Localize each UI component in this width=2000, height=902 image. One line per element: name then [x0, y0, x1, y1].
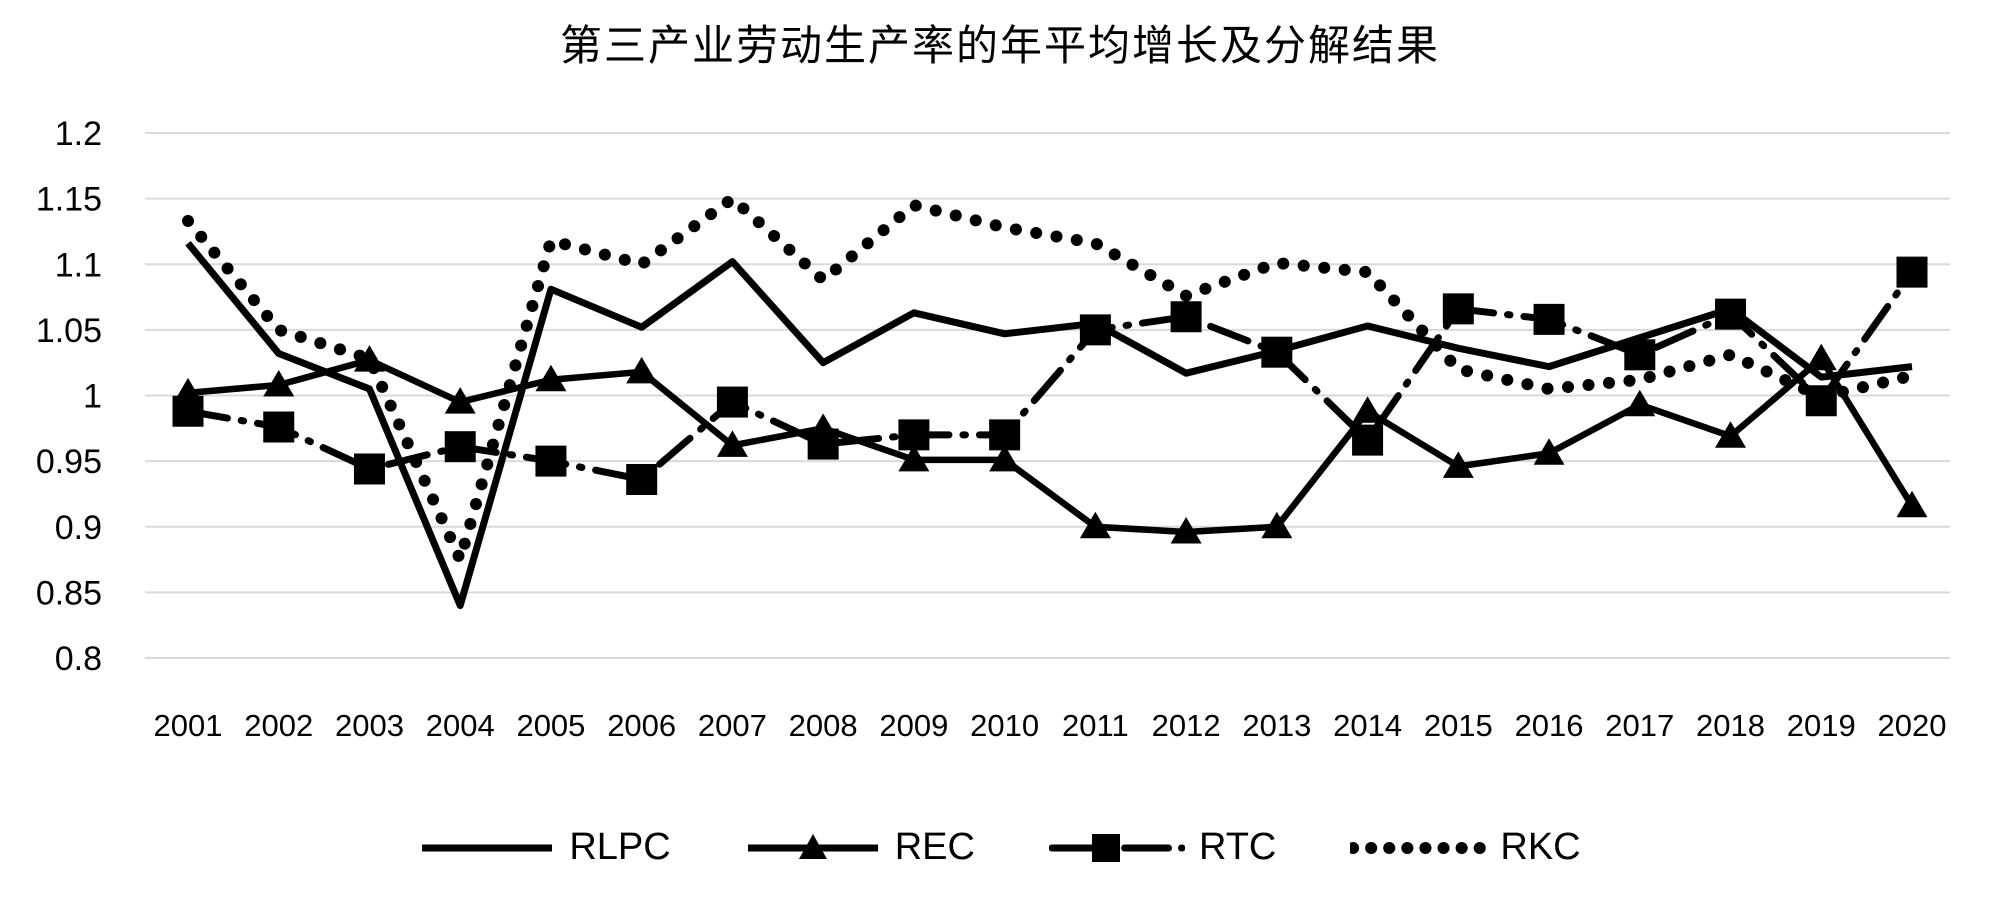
marker-square-RTC-2005	[535, 445, 567, 477]
marker-square-RTC-2011	[1079, 314, 1111, 346]
marker-triangle-REC-2015	[1442, 451, 1474, 478]
y-axis-tick-label: 1	[83, 378, 102, 416]
marker-triangle-REC-2004	[444, 387, 476, 414]
x-axis-tick-label: 2008	[789, 708, 858, 743]
marker-square-RTC-2013	[1261, 336, 1293, 368]
x-axis-tick-label: 2009	[879, 708, 948, 743]
legend: RLPC REC RTC RKC	[0, 826, 2000, 869]
marker-square-RTC-2004	[444, 431, 476, 463]
marker-triangle-REC-2002	[263, 370, 295, 397]
x-axis-tick-label: 2006	[607, 708, 676, 743]
legend-sample-dotted-line-icon	[1350, 841, 1487, 854]
marker-triangle-REC-2011	[1079, 511, 1111, 539]
marker-square-RTC-2009	[898, 419, 930, 451]
legend-sample-solid-line-icon	[747, 833, 878, 859]
marker-triangle-REC-2006	[626, 356, 658, 384]
marker-triangle-REC-2010	[989, 444, 1021, 472]
x-axis-tick-label: 2016	[1515, 708, 1584, 743]
series-line-RLPC	[185, 241, 1913, 609]
marker-square-RTC-2003	[353, 453, 385, 485]
marker-square-RTC-2012	[1170, 301, 1202, 333]
legend-label-REC: REC	[894, 826, 975, 868]
marker-square-RTC-2007	[716, 386, 748, 418]
x-axis-tick-label: 2004	[426, 708, 495, 743]
y-axis-tick-label: 0.9	[55, 509, 102, 547]
legend-sample-solid-line-icon	[422, 844, 553, 851]
legend-label-RLPC: RLPC	[569, 826, 671, 868]
legend-item-RLPC: RLPC	[419, 826, 671, 869]
y-axis-tick-label: 1.15	[36, 181, 102, 219]
marker-triangle-REC-2016	[1533, 438, 1565, 465]
series-line-RKC	[182, 192, 1918, 566]
x-axis-tick-label: 2017	[1605, 708, 1674, 743]
marker-square-RTC-2020	[1896, 256, 1928, 288]
y-axis-tick-label: 0.85	[36, 574, 102, 612]
marker-square-RTC-2016	[1533, 303, 1565, 335]
marker-square-RTC-2018	[1715, 298, 1747, 330]
x-axis-tick-label: 2014	[1333, 708, 1402, 743]
legend-item-RKC: RKC	[1350, 826, 1581, 869]
marker-triangle-REC-2014	[1352, 396, 1384, 423]
x-axis-tick-label: 2001	[154, 708, 223, 743]
legend-item-RTC: RTC	[1048, 826, 1277, 869]
chart-title: 第三产业劳动生产率的年平均增长及分解结果	[559, 24, 1440, 70]
marker-triangle-REC-2009	[898, 444, 930, 472]
marker-triangle-REC-2019	[1805, 343, 1837, 371]
legend-square-marker-icon	[1091, 833, 1120, 862]
x-axis-tick-label: 2015	[1424, 708, 1493, 743]
marker-square-RTC-2006	[626, 464, 658, 495]
x-axis-tick-label: 2019	[1787, 708, 1856, 743]
marker-triangle-REC-2018	[1715, 421, 1747, 448]
series-line-REC	[187, 355, 1915, 536]
x-axis-tick-label: 2003	[335, 708, 404, 743]
marker-square-RTC-2015	[1442, 293, 1474, 325]
marker-square-RTC-2017	[1624, 339, 1656, 371]
y-axis-tick-label: 0.8	[55, 640, 102, 678]
x-axis-tick-label: 2011	[1062, 708, 1129, 743]
legend-item-REC: REC	[745, 826, 975, 869]
legend-sample-dash-dot-line-icon	[1048, 833, 1185, 862]
x-axis-tick-label: 2012	[1152, 708, 1221, 743]
x-axis-tick-label: 2010	[970, 708, 1039, 743]
marker-triangle-REC-2007	[716, 430, 748, 457]
y-axis-tick-label: 1.1	[55, 246, 102, 284]
x-axis-tick-label: 2002	[244, 708, 313, 743]
x-axis-tick-label: 2005	[516, 708, 585, 743]
marker-triangle-REC-2012	[1170, 517, 1202, 544]
marker-square-RTC-2008	[807, 428, 839, 460]
marker-triangle-REC-2013	[1261, 511, 1293, 539]
marker-triangle-REC-2020	[1896, 490, 1928, 518]
legend-label-RTC: RTC	[1198, 826, 1277, 868]
y-axis-tick-label: 0.95	[36, 443, 102, 481]
x-axis-tick-label: 2020	[1878, 708, 1947, 743]
marker-triangle-REC-2017	[1624, 389, 1656, 417]
marker-square-RTC-2002	[263, 411, 295, 443]
marker-triangle-REC-2003	[353, 345, 385, 372]
x-axis-tick-label: 2007	[698, 708, 767, 743]
y-axis-tick-label: 1.2	[55, 115, 102, 153]
y-axis-tick-label: 1.05	[36, 312, 102, 350]
marker-square-RTC-2019	[1805, 385, 1837, 417]
legend-triangle-marker-icon	[798, 833, 827, 859]
marker-square-RTC-2010	[989, 419, 1021, 451]
x-axis-tick-label: 2013	[1242, 708, 1311, 743]
marker-square-RTC-2014	[1352, 424, 1384, 456]
x-axis-tick-label: 2018	[1696, 708, 1765, 743]
marker-square-RTC-2001	[172, 395, 204, 427]
legend-label-RKC: RKC	[1500, 826, 1581, 868]
marker-triangle-REC-2005	[535, 364, 567, 392]
